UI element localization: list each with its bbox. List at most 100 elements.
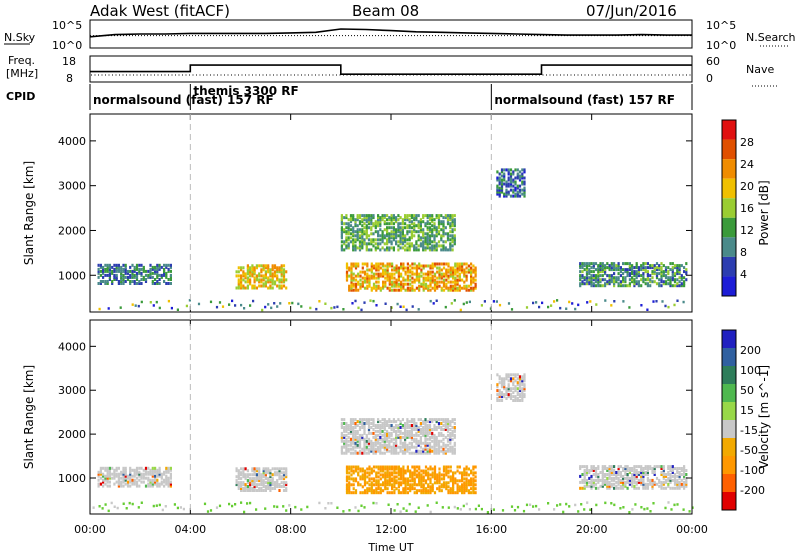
heatmap-cell [592, 482, 595, 486]
heatmap-cell [503, 385, 506, 389]
heatmap-cell [117, 466, 120, 470]
heatmap-cell [442, 246, 445, 250]
heatmap-cell [348, 487, 351, 491]
heatmap-cell [446, 426, 450, 429]
heatmap-cell [251, 272, 254, 276]
heatmap-cell [617, 272, 620, 276]
heatmap-cell [604, 501, 607, 505]
heatmap-cell [610, 465, 613, 469]
heatmap-cell [267, 270, 270, 274]
heatmap-cell [498, 194, 501, 198]
heatmap-cell [509, 174, 513, 178]
heatmap-cell [391, 491, 394, 495]
heatmap-cell [285, 471, 288, 475]
heatmap-cell [512, 188, 515, 192]
heatmap-cell [415, 428, 418, 431]
heatmap-cell [453, 234, 456, 238]
heatmap-cell [444, 226, 447, 230]
heatmap-cell [395, 471, 398, 475]
heatmap-cell [363, 240, 366, 244]
heatmap-cell [363, 301, 366, 304]
heatmap-cell [503, 182, 506, 186]
heatmap-cell [498, 395, 501, 399]
heatmap-cell [140, 273, 143, 277]
heatmap-cell [273, 471, 277, 475]
heatmap-cell [390, 306, 393, 309]
heatmap-cell [662, 264, 665, 268]
heatmap-cell [411, 270, 414, 274]
heatmap-cell [518, 395, 522, 399]
heatmap-cell [393, 469, 396, 473]
heatmap-cell [678, 268, 681, 272]
heatmap-cell [610, 280, 613, 284]
heatmap-cell [642, 482, 645, 486]
heatmap-cell [345, 276, 349, 280]
heatmap-cell [417, 248, 420, 252]
heatmap-cell [456, 270, 459, 274]
heatmap-cell [452, 475, 455, 479]
heatmap-cell [383, 445, 386, 449]
heatmap-cell [124, 472, 127, 476]
heatmap-cell [165, 468, 168, 472]
heatmap-cell [163, 480, 166, 484]
heatmap-cell [383, 422, 386, 425]
heatmap-cell [327, 502, 330, 505]
heatmap-cell [258, 487, 261, 490]
heatmap-cell [445, 274, 448, 278]
heatmap-cell [655, 476, 659, 480]
heatmap-cell [444, 240, 447, 244]
heatmap-cell [597, 268, 600, 272]
heatmap-cell [356, 214, 359, 218]
heatmap-cell [453, 214, 456, 218]
heatmap-cell [235, 286, 238, 290]
heatmap-cell [401, 228, 404, 232]
heatmap-cell [417, 214, 420, 218]
heatmap-cell [419, 451, 422, 455]
heatmap-cell [610, 268, 613, 272]
heatmap-cell [116, 506, 119, 510]
colorbar-tick-label: 12 [740, 224, 754, 237]
heatmap-cell [451, 426, 454, 429]
heatmap-cell [662, 280, 665, 284]
heatmap-cell [406, 224, 409, 228]
heatmap-cell [456, 278, 459, 282]
heatmap-cell [431, 214, 434, 218]
heatmap-cell [400, 491, 403, 495]
heatmap-cell [401, 451, 404, 455]
heatmap-cell [424, 246, 427, 250]
heatmap-cell [514, 373, 517, 377]
heatmap-cell [509, 180, 513, 184]
heatmap-cell [646, 262, 649, 266]
heatmap-cell [594, 280, 598, 284]
heatmap-cell [436, 481, 439, 485]
heatmap-cell [345, 439, 348, 443]
heatmap-cell [131, 482, 134, 486]
heatmap-cell [514, 397, 517, 400]
heatmap-cell [538, 508, 541, 511]
heatmap-cell [169, 273, 172, 277]
heatmap-cell [160, 476, 163, 480]
heatmap-cell [156, 280, 159, 283]
heatmap-cell [273, 487, 277, 490]
heatmap-cell [662, 282, 665, 286]
heatmap-cell [352, 469, 355, 473]
heatmap-cell [433, 272, 437, 276]
heatmap-cell [417, 238, 420, 242]
nsky-noise-series [89, 28, 692, 38]
heatmap-cell [264, 272, 267, 276]
heatmap-cell [442, 477, 446, 481]
heatmap-cell [345, 424, 348, 427]
colorbar-tick-label: -100 [740, 464, 765, 477]
heatmap-cell [452, 485, 455, 489]
heatmap-cell [242, 469, 245, 473]
heatmap-cell [413, 418, 416, 422]
heatmap-cell [240, 471, 243, 475]
heatmap-cell [653, 473, 656, 476]
heatmap-cell [258, 272, 261, 276]
heatmap-cell [631, 268, 634, 272]
heatmap-cell [606, 280, 609, 284]
heatmap-cell [408, 244, 411, 248]
heatmap-cell [635, 264, 638, 268]
heatmap-cell [366, 264, 369, 268]
